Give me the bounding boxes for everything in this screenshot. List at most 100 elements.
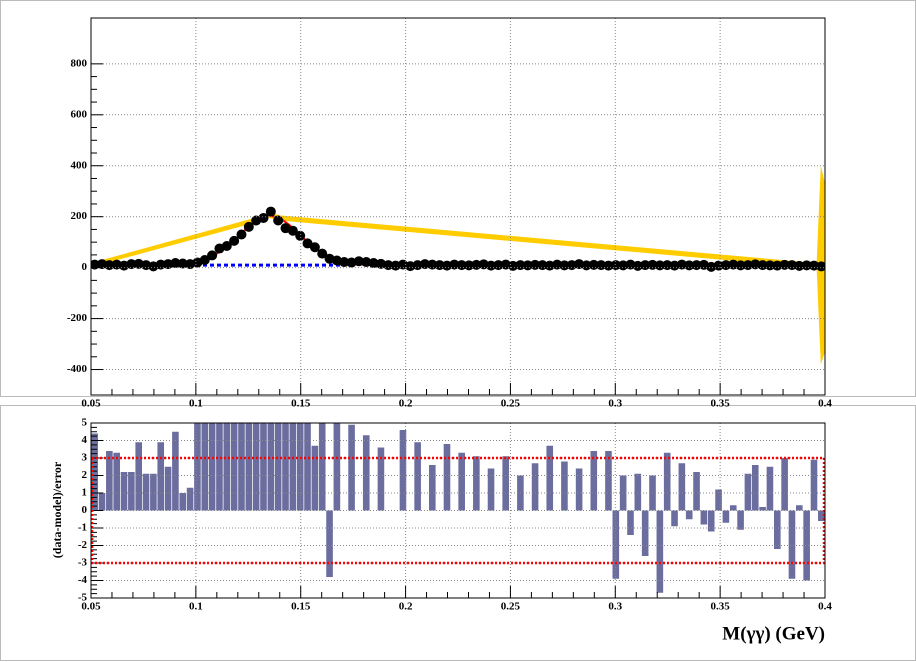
data-point [427,259,438,270]
residual-bar [619,475,627,511]
y-tick-label: -2 [78,539,88,551]
residual-bar [106,451,113,511]
data-point [559,260,570,271]
x-axis-label: M(γγ) (GeV) [722,623,825,644]
residual-bar [135,442,143,511]
data-point [750,259,761,270]
residual-bar [252,423,260,511]
residual-bar [715,489,722,511]
residual-bar [685,510,693,520]
residual-bar [326,510,333,577]
residual-bar [818,510,825,521]
x-tick-label: 0.05 [81,601,101,613]
y-tick-label: 4 [82,434,88,446]
residual-bar [333,423,341,511]
x-tick-label: 0.25 [501,601,521,613]
residual-bar [216,423,223,511]
y-tick-label: -400 [67,363,88,375]
x-tick-label: 0.15 [291,601,311,613]
residual-bar [267,423,275,511]
y-tick-label: 200 [71,210,88,222]
y-tick-label: 800 [71,57,88,69]
data-point [456,260,467,271]
data-point [309,242,320,253]
x-tick-label: 0.2 [399,398,413,410]
data-point [654,260,665,271]
frame [90,17,826,396]
y-tick-label: 3 [82,452,88,464]
data-point [632,260,643,271]
data-point [419,259,430,270]
y-tick-label: 0 [82,504,88,516]
residual-bar [399,430,407,511]
data-point [390,260,401,271]
residual-bar [318,423,326,511]
y-tick-label: -200 [67,312,88,324]
residual-bar [274,423,282,511]
data-point [170,258,181,269]
data-point [236,229,247,240]
x-tick-label: 0.25 [501,398,521,410]
data-point [720,260,731,271]
data-point [155,259,166,270]
x-tick-label: 0.1 [189,398,203,410]
residual-bar [194,423,201,511]
data-point [97,259,108,270]
data-point [258,212,269,223]
residual-bar [531,463,539,511]
residual-bar [759,507,766,511]
y-axis-label: (data-model)/error [50,461,64,558]
y-tick-label: 400 [71,159,88,171]
residual-bar [729,505,737,511]
data-point [265,206,276,217]
residual-bar [282,423,289,511]
y-tick-label: -1 [78,522,87,534]
residual-bar [348,424,355,511]
data-point [728,259,739,270]
data-point [353,256,364,267]
plot-area [91,165,825,365]
residual-bar [172,431,179,511]
residual-bar [128,472,135,511]
data-point [735,260,746,271]
residual-bar [458,452,465,511]
residual-bar [164,466,172,511]
data-point [493,260,504,271]
residual-bar [641,510,649,556]
data-point [163,259,174,270]
residual-bar [223,423,231,511]
residual-bar [157,442,165,511]
residual-bar [796,505,803,511]
data-point [221,240,232,251]
limit-box [90,456,826,565]
bottom-pad [0,405,916,661]
residual-bar [289,423,297,511]
data-point [640,260,651,271]
residual-bar [230,423,238,511]
residual-bar [590,451,598,511]
data-point [273,215,284,226]
residual-bar [98,493,106,511]
y-tick-label: -3 [78,557,88,569]
x-tick-label: 0.05 [81,398,101,410]
data-point [676,259,687,270]
data-point [552,259,563,270]
x-tick-label: 0.2 [399,601,413,613]
data-point [508,260,519,271]
residual-bar [737,510,744,530]
residual-bar [671,510,678,527]
data-point [339,257,350,268]
residual-bar [487,468,495,511]
residual-bar [627,510,634,535]
residual-bar [693,472,700,511]
data-point [772,260,783,271]
data-point [441,260,452,271]
x-tick-label: 0.3 [608,398,622,410]
residual-bar [377,447,385,511]
data-point [317,248,328,259]
x-tick-label: 0.3 [608,601,622,613]
residual-bar [362,435,370,511]
residual-bar [429,465,436,511]
data-point [243,221,254,232]
